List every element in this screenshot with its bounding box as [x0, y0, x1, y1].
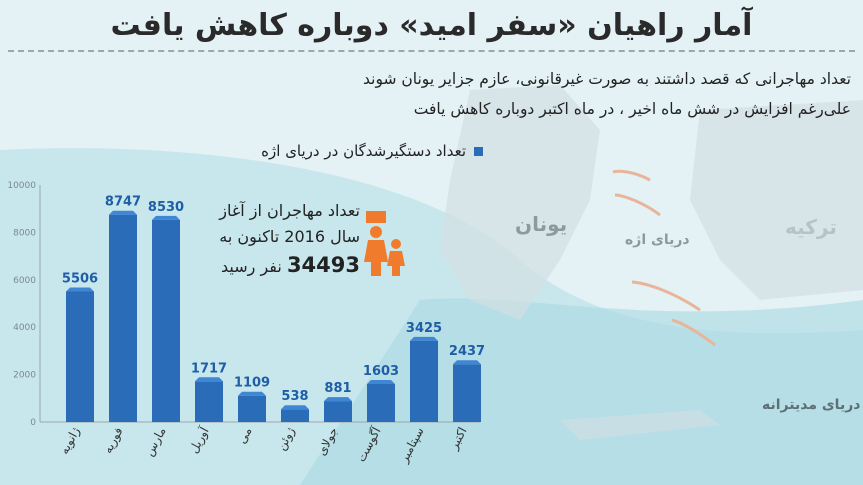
- bar-cap: [453, 360, 481, 365]
- data-label: 1717: [191, 361, 227, 376]
- bar: [281, 409, 309, 422]
- y-tick-label: 4000: [13, 323, 36, 333]
- sea-area-deep: [300, 298, 863, 485]
- subtitle-line-1: تعداد مهاجرانی که قصد داشتند به صورت غیر…: [363, 70, 851, 88]
- bar-cap: [281, 405, 309, 410]
- data-label: 5506: [62, 272, 98, 287]
- turkey-label: ترکیه: [785, 215, 837, 239]
- subtitle-line-2: علی‌رغم افزایش در شش ماه اخیر ، در ماه ا…: [413, 100, 851, 118]
- data-label: 538: [281, 389, 308, 404]
- title-divider: [8, 50, 855, 52]
- data-label: 1603: [363, 364, 399, 379]
- y-tick-label: 6000: [13, 276, 36, 286]
- bar-cap: [195, 377, 223, 382]
- x-tick-label: ژانویه: [57, 425, 84, 457]
- bar: [367, 384, 395, 422]
- bar-cap: [238, 391, 266, 396]
- x-tick-label: مارس: [142, 425, 170, 459]
- x-tick-label: آوریل: [186, 424, 213, 456]
- bar-cap: [109, 210, 137, 215]
- subtitle: تعداد مهاجرانی که قصد داشتند به صورت غیر…: [151, 64, 851, 124]
- bars: [66, 210, 481, 422]
- summary-line-3: 34493 نفر رسید: [210, 250, 360, 282]
- bar: [66, 291, 94, 422]
- summary-suffix: نفر رسید: [221, 257, 282, 276]
- bar: [195, 381, 223, 422]
- bar-cap: [410, 336, 438, 341]
- chart-legend: تعداد دستگیرشدگان در دریای اژه: [261, 142, 483, 160]
- bar-cap: [66, 287, 94, 292]
- data-label: 881: [324, 381, 351, 396]
- legend-label: تعداد دستگیرشدگان در دریای اژه: [261, 142, 466, 160]
- bar: [109, 214, 137, 422]
- summary-number: 34493: [286, 253, 360, 277]
- greece-label: یونان: [515, 212, 568, 236]
- y-tick-label: 0: [30, 418, 36, 428]
- summary-line-2: سال 2016 تاکنون به: [219, 227, 360, 246]
- data-label: 2437: [449, 344, 485, 359]
- x-tick-label: آگوست: [353, 424, 385, 465]
- x-axis: ژانویه فوریه مارس آوریل می ژوئن جولای آگوست سپتا…: [57, 424, 471, 466]
- bar-cap: [324, 397, 352, 402]
- bar-cap: [367, 380, 395, 385]
- value-labels: 5506 8747 8530 1717 1109 538 881 1603 3425 2437: [62, 195, 485, 405]
- migration-arrow: [671, 318, 716, 347]
- page-title: آمار راهیان «سفر امید» دوباره کاهش یافت: [110, 8, 753, 43]
- y-tick-label: 2000: [13, 371, 36, 381]
- bar: [453, 364, 481, 422]
- x-tick-label: می: [235, 425, 255, 446]
- bar-chart: 0 2000 4000 6000 8000 10000 5506 8747 8530 1717 1…: [7, 181, 485, 466]
- migrant-family-icon: [364, 211, 405, 276]
- bar-cap: [152, 215, 180, 220]
- x-tick-label: جولای: [314, 425, 341, 458]
- migration-arrow: [612, 169, 651, 182]
- summary-line-1: تعداد مهاجران از آغاز: [219, 201, 360, 220]
- x-tick-label: ژوئن: [274, 425, 299, 453]
- migration-arrow: [614, 193, 661, 217]
- greece-landmass: [440, 85, 600, 320]
- bar: [324, 401, 352, 422]
- turkey-landmass: [690, 100, 863, 300]
- summary-box: تعداد مهاجران از آغاز سال 2016 تاکنون به…: [210, 198, 360, 282]
- data-label: 8530: [148, 200, 184, 215]
- aegean-label: دریای اژه: [625, 232, 690, 248]
- y-tick-label: 10000: [7, 181, 36, 191]
- data-label: 8747: [105, 195, 141, 210]
- x-tick-label: اکتبر: [446, 425, 470, 453]
- mediterranean-label: دریای مدیترانه: [762, 397, 861, 413]
- data-label: 1109: [234, 376, 270, 391]
- x-tick-label: سپتامبر: [396, 425, 427, 466]
- migration-arrow: [631, 280, 701, 312]
- bar: [152, 219, 180, 422]
- data-label: 3425: [406, 321, 442, 336]
- bar: [410, 340, 438, 422]
- bar: [238, 395, 266, 422]
- legend-swatch: [474, 146, 483, 156]
- x-tick-label: فوریه: [100, 425, 126, 456]
- y-tick-label: 8000: [13, 228, 36, 238]
- crete-island: [560, 410, 720, 440]
